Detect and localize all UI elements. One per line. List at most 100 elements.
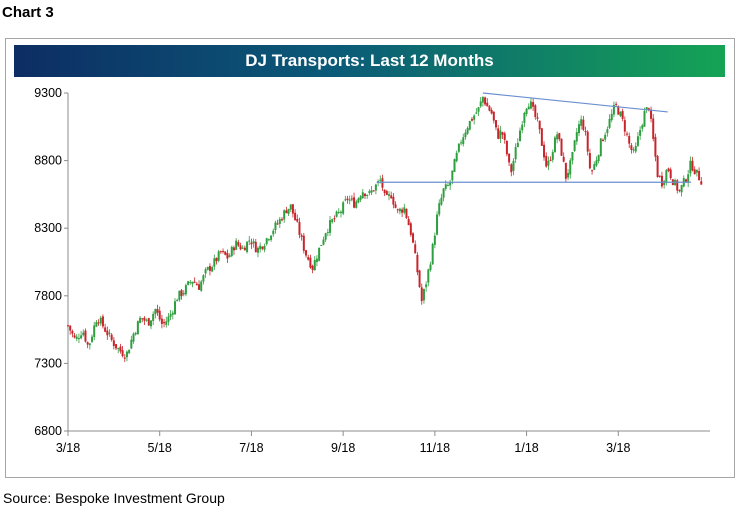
candle-up [272,230,275,235]
candle-up [442,188,445,198]
candle-up [366,194,369,196]
candles [67,96,703,363]
candle-down [416,254,419,273]
candle-down [660,175,663,187]
candle-down [309,257,312,268]
candle-down [543,144,546,158]
candle-down [276,223,279,225]
candle-down [381,178,384,188]
candle-down [560,138,563,156]
candle-down [540,128,543,146]
candle-up [597,155,600,162]
chart-label: Chart 3 [2,4,54,21]
candle-up [573,140,576,151]
candle-down [392,196,395,205]
x-tick-label: 11/18 [420,441,450,455]
candle-up [425,284,428,288]
candle-up [370,190,373,193]
candle-down [158,310,161,320]
candle-down [69,325,72,331]
candle-down [243,247,246,251]
candle-down [346,198,349,200]
candle-up [187,281,190,285]
candle-up [313,260,316,271]
candle-down [505,141,508,155]
candle-up [516,142,519,148]
candle-down [588,153,591,169]
candle-up [606,129,609,134]
candle-up [256,247,259,253]
candle-up [689,160,692,174]
candle-down [208,266,211,271]
candle-down [602,139,604,142]
candle-down [73,335,76,338]
candle-down [621,111,624,119]
candle-up [663,181,666,185]
candle-down [383,189,386,194]
candle-up [643,110,646,127]
candle-down [503,133,506,140]
candle-up [388,194,390,196]
candle-up [398,208,401,212]
candle-up [128,349,131,354]
candle-up [108,332,111,334]
candle-down [353,197,356,208]
candle-up [468,120,471,130]
candle-down [143,317,146,321]
candle-up [82,332,85,336]
candle-down [239,245,242,250]
candle-down [237,242,240,246]
candle-down [407,218,410,226]
candle-up [176,299,179,302]
candle-up [368,191,371,193]
candle-up [136,321,139,335]
candle-down [285,210,288,214]
candle-down [615,103,618,105]
candle-down [307,257,310,260]
y-tick-label: 8800 [34,154,62,168]
candle-up [612,104,615,115]
candle-up [342,202,345,214]
candle-up [455,152,458,162]
candle-down [693,169,696,175]
candle-up [446,185,449,187]
y-tick-labels: 6800 7300 7800 8300 8800 9300 [34,86,62,438]
candle-up [436,214,439,235]
candle-up [521,124,524,131]
candle-down [420,287,423,302]
x-tick-label: 3/18 [606,441,630,455]
candle-up [499,130,502,139]
candle-up [134,332,137,335]
candle-up [339,211,342,213]
candle-up [235,240,238,250]
candle-down [71,330,74,334]
x-tick-label: 3/18 [56,441,80,455]
candle-up [527,106,530,110]
source-note: Source: Bespoke Investment Group [3,490,225,506]
candle-up [457,143,460,152]
candle-up [422,288,425,301]
candle-up [169,314,172,317]
candle-down [532,102,535,107]
candle-down [470,119,473,121]
candle-up [265,238,268,245]
candle-up [318,247,321,261]
candle-up [481,96,484,103]
candle-up [687,174,690,183]
candle-up [479,101,482,107]
candle-up [514,147,517,160]
candle-up [184,285,187,295]
candle-up [477,107,480,112]
candle-down [484,97,487,105]
candle-up [632,149,635,151]
candle-up [230,246,233,257]
candle-up [453,159,456,172]
candle-up [551,152,554,160]
candle-up [577,124,580,134]
candle-up [335,211,338,217]
candle-down [121,350,124,357]
candle-up [217,251,220,261]
candle-up [283,210,286,220]
candle-up [604,134,607,140]
candle-up [228,255,231,258]
